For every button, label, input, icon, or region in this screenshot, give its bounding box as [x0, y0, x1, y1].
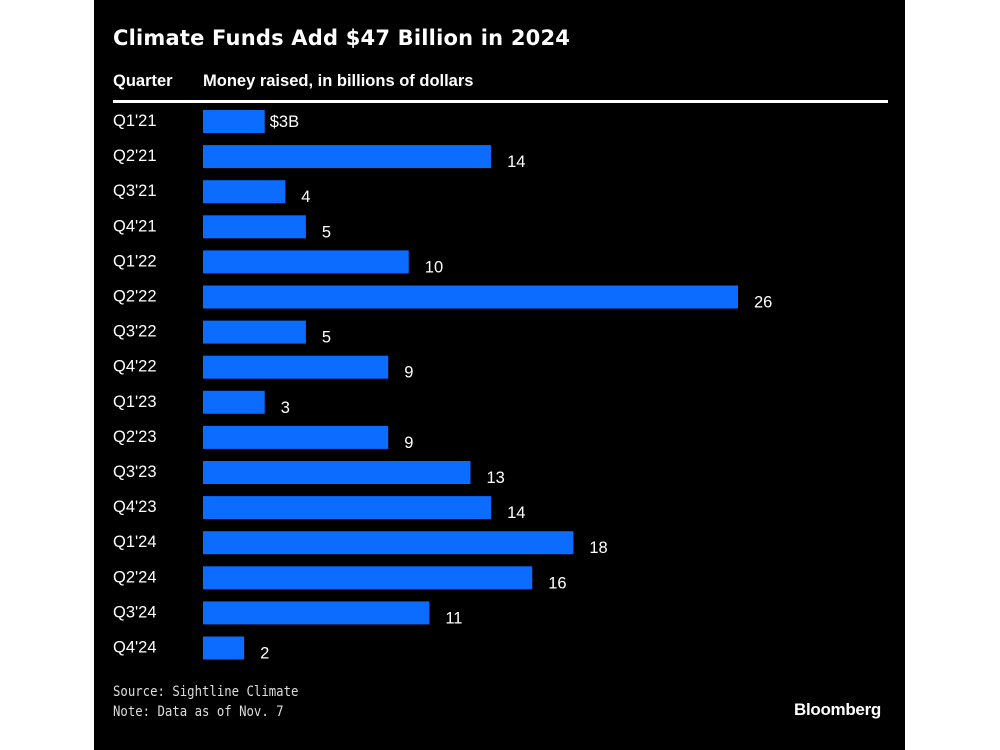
data-label: 4	[301, 188, 310, 206]
category-label: Q4'22	[113, 358, 157, 376]
bar	[203, 601, 430, 625]
data-label: 18	[589, 539, 607, 557]
bar	[203, 145, 492, 169]
category-label: Q1'22	[113, 252, 157, 270]
header-rule	[113, 100, 888, 103]
bar	[203, 215, 306, 239]
bar	[203, 320, 306, 344]
data-label: 9	[404, 364, 413, 382]
category-label: Q1'21	[113, 112, 157, 130]
category-label: Q2'22	[113, 288, 157, 306]
chart-title: Climate Funds Add $47 Billion in 2024	[113, 26, 571, 50]
data-label: 11	[445, 609, 462, 627]
category-label: Q3'24	[113, 603, 157, 621]
bar	[203, 390, 265, 414]
category-label: Q4'23	[113, 498, 157, 516]
value-header: Money raised, in billions of dollars	[203, 72, 474, 90]
data-label: 10	[425, 258, 443, 276]
bar	[203, 496, 492, 520]
bar	[203, 250, 409, 274]
category-label: Q1'24	[113, 533, 157, 551]
data-label: 16	[548, 574, 566, 592]
bar	[203, 636, 245, 660]
bar	[203, 461, 471, 484]
category-header: Quarter	[113, 72, 173, 90]
data-label: 26	[754, 294, 772, 312]
bar	[203, 355, 389, 379]
category-label: Q4'21	[113, 217, 157, 235]
data-label: $3B	[270, 113, 299, 131]
data-label: 3	[281, 399, 290, 417]
category-label: Q4'24	[113, 639, 157, 657]
chart-panel: Climate Funds Add $47 Billion in 2024 Qu…	[94, 0, 905, 750]
category-label: Q2'24	[113, 568, 157, 586]
category-label: Q3'22	[113, 323, 157, 341]
bar	[203, 285, 738, 309]
category-label: Q1'23	[113, 393, 157, 411]
category-label: Q2'21	[113, 147, 157, 165]
data-label: 14	[507, 153, 525, 171]
data-label: 13	[487, 469, 505, 487]
data-label: 5	[322, 223, 331, 241]
bar	[203, 425, 389, 449]
category-label: Q2'23	[113, 428, 157, 446]
bar	[203, 566, 533, 590]
category-label: Q3'21	[113, 182, 157, 200]
bar	[203, 110, 265, 133]
bar-chart: Q1'21 $3B Q2'21 14 Q3'21 4 Q4'21 5 Q1'22 10 Q2'22 2…	[113, 110, 772, 663]
source-note: Source: Sightline Climate	[113, 684, 299, 700]
bar	[203, 180, 286, 204]
bloomberg-logo: Bloomberg	[793, 700, 881, 719]
bar	[203, 531, 574, 555]
data-label: 14	[507, 504, 525, 522]
category-label: Q3'23	[113, 463, 157, 481]
data-label: 9	[404, 434, 413, 452]
data-label: 2	[260, 645, 269, 663]
data-label: 5	[322, 329, 331, 347]
data-note: Note: Data as of Nov. 7	[113, 704, 284, 720]
